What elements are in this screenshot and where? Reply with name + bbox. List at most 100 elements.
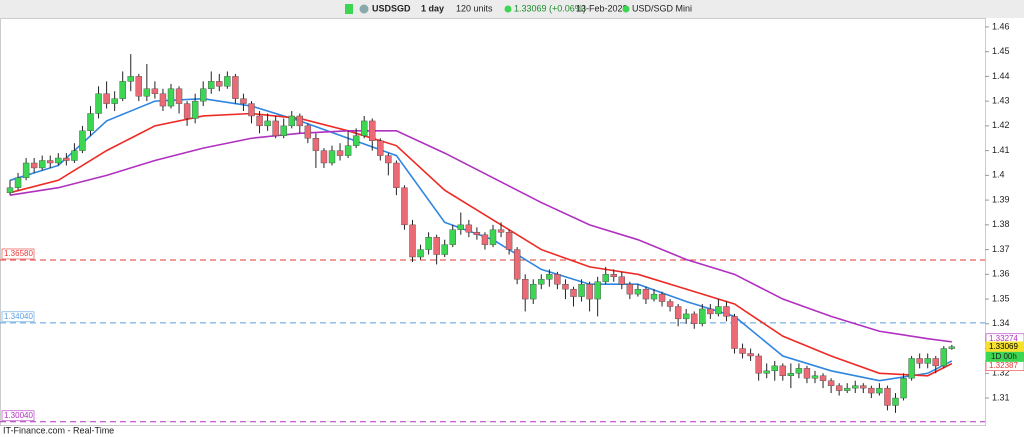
plot-frame [0, 18, 986, 426]
moving-average [9, 130, 952, 343]
instrument: USD/SGD Mini [632, 3, 692, 13]
candle-body [489, 229, 497, 245]
symbol[interactable]: USDSGD [372, 3, 411, 13]
candle-body [497, 229, 505, 233]
candle-body [199, 88, 207, 102]
candle-body [449, 229, 456, 245]
y-tick-label: 1.37 [992, 244, 1010, 254]
candle-body [336, 150, 344, 156]
candle-body [344, 145, 352, 156]
candle-body [183, 103, 191, 119]
status-dot [504, 5, 512, 13]
moving-average [9, 97, 953, 382]
candle-body [119, 81, 126, 99]
candle-body [787, 373, 795, 376]
footer: IT-Finance.com - Real-Time [3, 425, 114, 435]
candle-body [892, 397, 899, 406]
interval[interactable]: 1 day [421, 3, 444, 13]
price-tag-label: 1.33274 [989, 334, 1018, 343]
quote: 1.33069 (+0.06%) [514, 3, 586, 13]
y-tick-label: 1.42 [992, 120, 1010, 130]
candle-body [272, 120, 279, 136]
candle-body [14, 177, 22, 188]
candle-body [240, 98, 247, 104]
candle-body [795, 368, 803, 374]
candle-body [312, 138, 320, 151]
candle-body [827, 380, 835, 386]
candle-body [328, 150, 336, 164]
candle-body [63, 157, 70, 161]
candle-body [618, 276, 625, 285]
y-tick-label: 1.4 [992, 170, 1005, 180]
candle-body [393, 162, 400, 188]
candle-body [763, 370, 770, 374]
candle-body [634, 288, 642, 295]
y-tick-label: 1.36 [992, 269, 1010, 279]
candle-body [288, 115, 295, 127]
price-tag-label: 1.33069 [989, 342, 1018, 351]
candle-body [457, 224, 464, 230]
candle-body [385, 155, 392, 164]
chart-style-icon[interactable] [345, 4, 353, 14]
candle-body [409, 224, 416, 258]
level-label: 1.30040 [4, 411, 33, 420]
candle-body [707, 308, 714, 315]
candle-body [522, 279, 529, 300]
candle-body [401, 187, 408, 226]
candle-body [22, 162, 30, 179]
candle-body [642, 288, 650, 300]
candle-body [819, 375, 827, 381]
candle-body [465, 224, 473, 233]
candle-body [111, 98, 118, 104]
candle-body [666, 301, 674, 307]
candle-body [95, 93, 102, 114]
candle-body [747, 353, 754, 357]
candle-body [361, 120, 368, 136]
candle-body [546, 274, 553, 280]
candle-body [208, 81, 215, 89]
candle-body [143, 88, 151, 97]
candle-body [900, 378, 907, 399]
candle-body [232, 76, 239, 99]
candle-body [151, 88, 159, 94]
countdown: 1D 00h [991, 352, 1017, 361]
candle-body [860, 385, 867, 389]
candle-body [441, 244, 448, 255]
candle-body [683, 313, 690, 320]
y-tick-label: 1.46 [992, 21, 1010, 31]
candle-body [602, 274, 609, 282]
candle-body [908, 358, 915, 379]
candle-body [723, 306, 730, 317]
candle-body [55, 157, 62, 164]
y-tick-label: 1.34 [992, 318, 1010, 328]
candle-body [562, 284, 569, 290]
candle-body [513, 249, 521, 280]
candle-body [554, 274, 561, 285]
candle-body [916, 358, 923, 364]
candle-body [610, 274, 617, 277]
moving-average [9, 112, 953, 377]
candle-body [352, 135, 360, 146]
candle-body [167, 88, 175, 107]
candle-body [948, 346, 956, 349]
candle-body [538, 279, 545, 285]
candle-body [530, 284, 537, 300]
candle-body [304, 125, 312, 139]
candle-body [578, 284, 585, 297]
y-tick-label: 1.32 [992, 368, 1010, 378]
y-tick-label: 1.39 [992, 194, 1010, 204]
candle-body [868, 387, 875, 394]
units[interactable]: 120 units [456, 3, 493, 13]
candle-body [47, 160, 54, 164]
candle-body [594, 281, 601, 300]
candle-body [932, 358, 939, 367]
candle-body [159, 93, 167, 107]
candle-body [755, 355, 762, 374]
candle-body [417, 249, 424, 258]
level-tag [1, 248, 35, 260]
candle-body [256, 115, 263, 127]
candle-body [844, 387, 851, 391]
countdown-tag [986, 351, 1024, 362]
candle-body [691, 313, 698, 325]
